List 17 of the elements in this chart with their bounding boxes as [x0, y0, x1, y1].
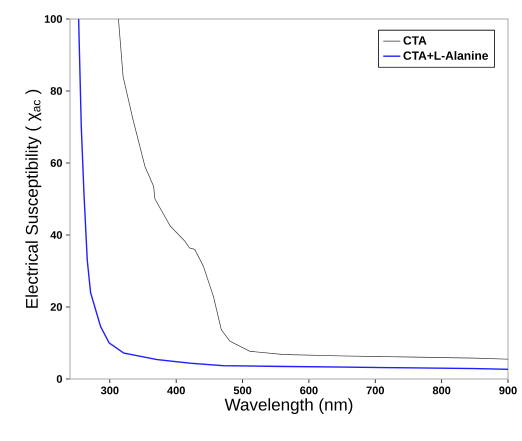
x-tick-label: 700 — [366, 386, 384, 394]
x-tick-label: 400 — [167, 386, 185, 394]
y-tick-label: 80 — [50, 87, 62, 95]
legend-label: CTA+L-Alanine — [403, 51, 488, 60]
x-axis-title: Wavelength (nm) — [224, 398, 352, 414]
y-tick-label: 100 — [44, 15, 62, 23]
x-tick-label: 900 — [499, 386, 517, 394]
y-tick-label: 40 — [50, 231, 62, 239]
y-tick-label: 0 — [56, 375, 62, 383]
x-tick-label: 500 — [234, 386, 252, 394]
x-tick-label: 600 — [300, 386, 318, 394]
y-axis-title: Electrical Susceptibility ( χ$_{ac}$ ) — [25, 90, 42, 308]
x-tick-label: 300 — [100, 386, 119, 394]
y-tick-label: 60 — [50, 159, 62, 167]
x-tick-label: 800 — [432, 386, 450, 394]
legend-label: CTA — [403, 36, 426, 45]
y-tick-label: 20 — [50, 303, 62, 311]
